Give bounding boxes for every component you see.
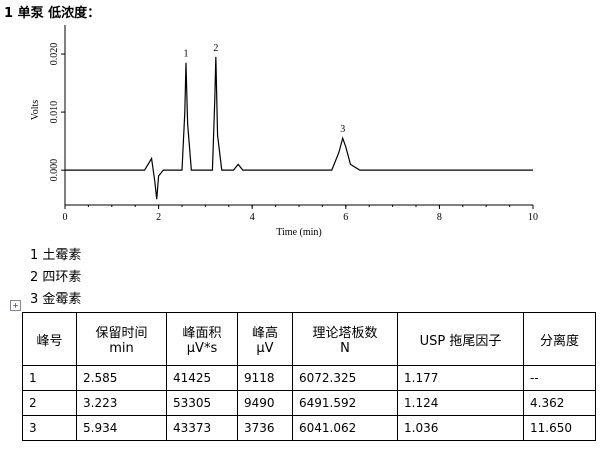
- cell: 4.362: [523, 390, 596, 416]
- header-cell: 保留时间 min: [76, 312, 167, 366]
- y-tick-label: 0.000: [49, 159, 60, 182]
- table-anchor[interactable]: +: [10, 300, 21, 311]
- peak-label: 2: [213, 43, 218, 54]
- chromatogram: 0 2 4 6 8 10 0.000 0.010 0.020 Time (min) Volts 1 2 3: [30, 25, 538, 238]
- cell: 3.223: [76, 390, 167, 416]
- cell: 2.585: [76, 365, 167, 391]
- header-text: 峰高: [251, 326, 278, 341]
- x-tick-label: 10: [528, 212, 538, 223]
- cell: 11.650: [523, 415, 596, 441]
- x-tick-label: 6: [343, 212, 348, 223]
- cell: 5.934: [76, 415, 167, 441]
- compound: 2 四环素: [30, 270, 82, 285]
- cell: 3: [22, 415, 77, 441]
- cell: 3736: [237, 415, 293, 441]
- peak-label: 1: [183, 49, 188, 60]
- header-cell: USP 拖尾因子: [397, 312, 524, 366]
- cell: --: [523, 365, 596, 391]
- x-tick-label: 8: [437, 212, 442, 223]
- row: 2 3.223 53305 9490 6491.592 1.124 4.362: [22, 390, 596, 416]
- cell: 1.124: [397, 390, 524, 416]
- x-tick-label: 2: [156, 212, 161, 223]
- header-text: min: [109, 341, 134, 356]
- header-cell: 理论塔板数 N: [292, 312, 398, 366]
- cell: 2: [22, 390, 77, 416]
- header-text: μV: [256, 341, 274, 356]
- cell: 43373: [166, 415, 238, 441]
- cell: 53305: [166, 390, 238, 416]
- compound: 3 金霉素: [30, 292, 82, 307]
- y-axis-label: Volts: [30, 100, 41, 120]
- peak-label: 3: [340, 124, 345, 135]
- header-text: μV*s: [186, 341, 218, 356]
- y-tick-label: 0.010: [49, 101, 60, 124]
- header-text: 理论塔板数: [312, 326, 378, 341]
- header-text: 峰面积: [182, 326, 222, 341]
- cell: 6072.325: [292, 365, 398, 391]
- header-text: N: [340, 341, 350, 356]
- cell: 9118: [237, 365, 293, 391]
- header-cell: 分离度: [523, 312, 596, 366]
- row: 1 2.585 41425 9118 6072.325 1.177 --: [22, 365, 596, 391]
- header-cell: 峰面积 μV*s: [166, 312, 238, 366]
- header-text: USP 拖尾因子: [419, 333, 502, 349]
- trace: [65, 56, 533, 200]
- results-table: 峰号 保留时间 min 峰面积 μV*s 峰高 μV 理论塔板数 N USP 拖尾因子 分离度 1 2.…: [22, 312, 596, 441]
- cell: 6041.062: [292, 415, 398, 441]
- x-axis-label: Time (min): [276, 227, 321, 238]
- x-tick-label: 4: [250, 212, 255, 223]
- cell: 6491.592: [292, 390, 398, 416]
- row: 3 5.934 43373 3736 6041.062 1.036 11.650: [22, 415, 596, 441]
- cell: 1.177: [397, 365, 524, 391]
- heading: 1 单泵 低浓度：: [4, 6, 101, 21]
- cell: 41425: [166, 365, 238, 391]
- x-tick-label: 0: [63, 212, 68, 223]
- header-cell: 峰高 μV: [237, 312, 293, 366]
- header-text: 分离度: [539, 333, 579, 349]
- y-tick-label: 0.020: [49, 43, 60, 66]
- header-cell: 峰号: [22, 312, 77, 366]
- header-text: 峰号: [36, 333, 63, 349]
- header-row: 峰号 保留时间 min 峰面积 μV*s 峰高 μV 理论塔板数 N USP 拖尾因子 分离度: [22, 312, 596, 366]
- cell: 1: [22, 365, 77, 391]
- compound: 1 土霉素: [30, 248, 82, 263]
- cell: 9490: [237, 390, 293, 416]
- cell: 1.036: [397, 415, 524, 441]
- header-text: 保留时间: [95, 326, 148, 341]
